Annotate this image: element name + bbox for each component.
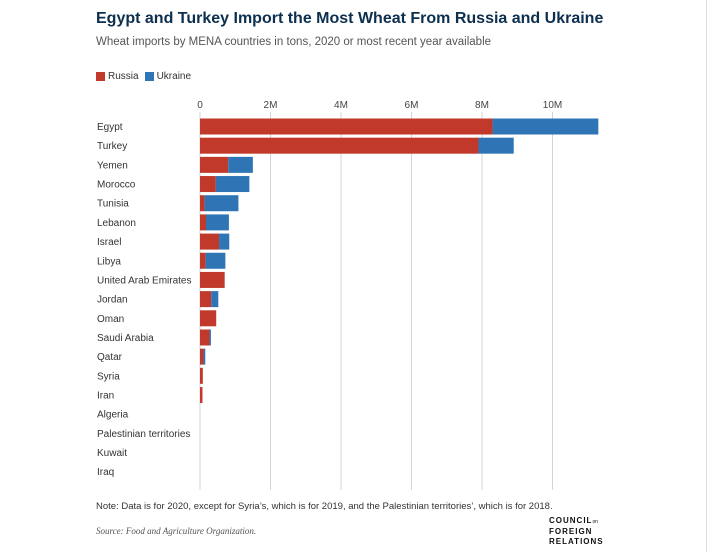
x-tick-label: 4M (334, 100, 348, 111)
legend-label-russia: Russia (108, 71, 139, 82)
bar-russia (200, 252, 206, 269)
bar-russia (200, 329, 210, 346)
category-label: United Arab Emirates (97, 275, 192, 286)
logo-line-1: COUNCILon (549, 516, 599, 525)
x-tick-label: 2M (264, 100, 278, 111)
chart-subtitle: Wheat imports by MENA countries in tons,… (96, 36, 492, 48)
category-label: Libya (97, 256, 121, 267)
bar-russia (200, 367, 203, 384)
category-label: Morocco (97, 180, 136, 191)
legend-item-ukraine: Ukraine (144, 71, 192, 82)
bar-ukraine (205, 252, 226, 269)
bar-russia (200, 271, 225, 288)
bar-russia (200, 214, 206, 231)
bar-russia (200, 233, 220, 250)
legend: Russia Ukraine (96, 71, 191, 82)
category-label: Israel (97, 237, 121, 248)
category-label: Yemen (97, 160, 128, 171)
category-label: Jordan (97, 295, 128, 306)
bar-ukraine (203, 348, 206, 365)
x-tick-label: 0 (197, 100, 203, 111)
cfr-logo: COUNCILon FOREIGN RELATIONS (549, 516, 604, 547)
legend-swatch-russia (96, 72, 105, 81)
category-label: Saudi Arabia (97, 333, 154, 344)
category-label: Iran (97, 391, 114, 402)
bar-ukraine (219, 233, 230, 250)
bar-ukraine (215, 176, 250, 193)
footnote: Note: Data is for 2020, except for Syria… (96, 501, 553, 512)
bar-russia (200, 291, 212, 308)
legend-label-ukraine: Ukraine (156, 71, 192, 82)
x-tick-label: 6M (405, 100, 419, 111)
logo-line-2: FOREIGN (549, 527, 593, 536)
category-label: Algeria (97, 410, 129, 421)
x-tick-label: 8M (475, 100, 489, 111)
category-label: Egypt (97, 122, 123, 133)
bar-ukraine (228, 156, 253, 173)
bar-ukraine (209, 329, 211, 346)
bar-russia (200, 195, 205, 212)
bar-ukraine (211, 291, 219, 308)
chart-title: Egypt and Turkey Import the Most Wheat F… (96, 10, 604, 27)
bar-russia (200, 156, 229, 173)
category-label: Palestinian territories (97, 429, 190, 440)
bar-ukraine (205, 214, 229, 231)
legend-swatch-ukraine (144, 72, 154, 81)
bar-russia (200, 137, 479, 154)
bar-ukraine (204, 195, 239, 212)
legend-item-russia: Russia (96, 71, 139, 82)
bar-ukraine (478, 137, 514, 154)
logo-line-3: RELATIONS (549, 537, 604, 546)
source-note: Source: Food and Agriculture Organizatio… (96, 526, 257, 536)
category-label: Tunisia (97, 199, 129, 210)
category-label: Turkey (97, 141, 127, 152)
category-label: Syria (97, 371, 120, 382)
bar-russia (200, 310, 217, 327)
x-tick-label: 10M (543, 100, 562, 111)
category-label: Iraq (97, 467, 114, 478)
bar-russia (200, 176, 216, 193)
bar-russia (200, 118, 493, 135)
bar-russia (200, 348, 204, 365)
category-label: Qatar (97, 352, 123, 363)
category-label: Oman (97, 314, 124, 325)
bar-chart: 0 2M 4M 6M 8M 10M Egypt Turkey Yemen Morocco Tunis… (97, 100, 599, 490)
category-label: Kuwait (97, 448, 127, 459)
right-border (706, 0, 707, 552)
bar-ukraine (492, 118, 599, 135)
bar-russia (200, 387, 203, 404)
category-label: Lebanon (97, 218, 136, 229)
